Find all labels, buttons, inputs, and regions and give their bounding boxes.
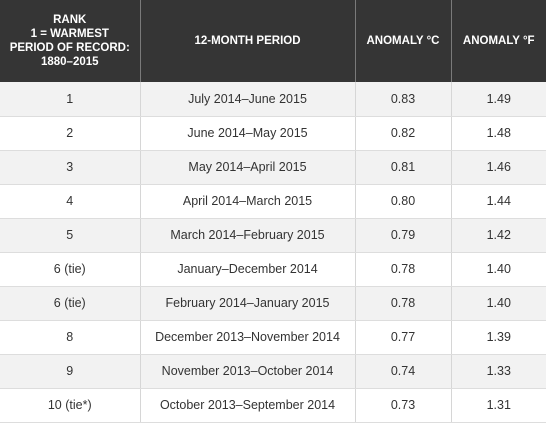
anomaly-f-cell: 1.48 — [451, 116, 546, 151]
table-row: 5 March 2014–February 2015 0.79 1.42 — [0, 218, 546, 253]
period-cell: November 2013–October 2014 — [140, 354, 356, 389]
period-cell: February 2014–January 2015 — [140, 286, 356, 321]
anomaly-c-cell: 0.80 — [355, 184, 452, 219]
anomaly-f-cell: 1.31 — [451, 388, 546, 423]
rank-column-header: RANK 1 = WARMEST PERIOD OF RECORD: 1880–… — [0, 0, 141, 82]
anomaly-c-cell: 0.81 — [355, 150, 452, 185]
table-row: 1 July 2014–June 2015 0.83 1.49 — [0, 82, 546, 117]
rank-cell: 9 — [0, 354, 141, 389]
rank-cell: 5 — [0, 218, 141, 253]
rank-header-line: PERIOD OF RECORD: — [9, 42, 130, 54]
rank-cell: 1 — [0, 82, 141, 117]
rank-cell: 2 — [0, 116, 141, 151]
period-cell: January–December 2014 — [140, 252, 356, 287]
anomaly-c-column-header: ANOMALY °C — [355, 0, 452, 82]
anomaly-f-cell: 1.39 — [451, 320, 546, 355]
table-row: 10 (tie*) October 2013–September 2014 0.73… — [0, 388, 546, 423]
anomaly-f-cell: 1.33 — [451, 354, 546, 389]
rank-header-line: 1880–2015 — [40, 56, 99, 68]
anomaly-f-cell: 1.42 — [451, 218, 546, 253]
period-cell: April 2014–March 2015 — [140, 184, 356, 219]
period-cell: June 2014–May 2015 — [140, 116, 356, 151]
table-header: RANK 1 = WARMEST PERIOD OF RECORD: 1880–… — [0, 0, 546, 82]
anomaly-c-cell: 0.83 — [355, 82, 452, 117]
rank-cell: 3 — [0, 150, 141, 185]
rank-cell: 6 (tie) — [0, 286, 141, 321]
anomaly-c-cell: 0.77 — [355, 320, 452, 355]
anomaly-f-cell: 1.40 — [451, 252, 546, 287]
rank-cell: 8 — [0, 320, 141, 355]
period-cell: December 2013–November 2014 — [140, 320, 356, 355]
anomaly-c-cell: 0.82 — [355, 116, 452, 151]
period-cell: July 2014–June 2015 — [140, 82, 356, 117]
rank-header-line: RANK — [53, 14, 87, 26]
anomaly-f-column-header: ANOMALY °F — [451, 0, 546, 82]
header-row: RANK 1 = WARMEST PERIOD OF RECORD: 1880–… — [0, 0, 546, 82]
table-row: 9 November 2013–October 2014 0.74 1.33 — [0, 354, 546, 389]
rank-cell: 6 (tie) — [0, 252, 141, 287]
period-cell: October 2013–September 2014 — [140, 388, 356, 423]
table-row: 6 (tie) January–December 2014 0.78 1.40 — [0, 252, 546, 287]
anomaly-c-cell: 0.78 — [355, 252, 452, 287]
period-cell: May 2014–April 2015 — [140, 150, 356, 185]
anomaly-c-cell: 0.79 — [355, 218, 452, 253]
table-row: 2 June 2014–May 2015 0.82 1.48 — [0, 116, 546, 151]
table-row: 8 December 2013–November 2014 0.77 1.39 — [0, 320, 546, 355]
table-row: 6 (tie) February 2014–January 2015 0.78 1.4… — [0, 286, 546, 321]
anomaly-c-cell: 0.74 — [355, 354, 452, 389]
rank-header-line: 1 = WARMEST — [30, 28, 109, 40]
rank-cell: 4 — [0, 184, 141, 219]
table-row: 4 April 2014–March 2015 0.80 1.44 — [0, 184, 546, 219]
anomaly-c-cell: 0.78 — [355, 286, 452, 321]
table-body: 1 July 2014–June 2015 0.83 1.49 2 June 2014–M… — [0, 82, 546, 423]
period-cell: March 2014–February 2015 — [140, 218, 356, 253]
rank-cell: 10 (tie*) — [0, 388, 141, 423]
period-column-header: 12-MONTH PERIOD — [140, 0, 356, 82]
anomaly-f-cell: 1.46 — [451, 150, 546, 185]
anomaly-f-cell: 1.40 — [451, 286, 546, 321]
table-row: 3 May 2014–April 2015 0.81 1.46 — [0, 150, 546, 185]
anomaly-c-cell: 0.73 — [355, 388, 452, 423]
anomaly-f-cell: 1.44 — [451, 184, 546, 219]
anomaly-f-cell: 1.49 — [451, 82, 546, 117]
